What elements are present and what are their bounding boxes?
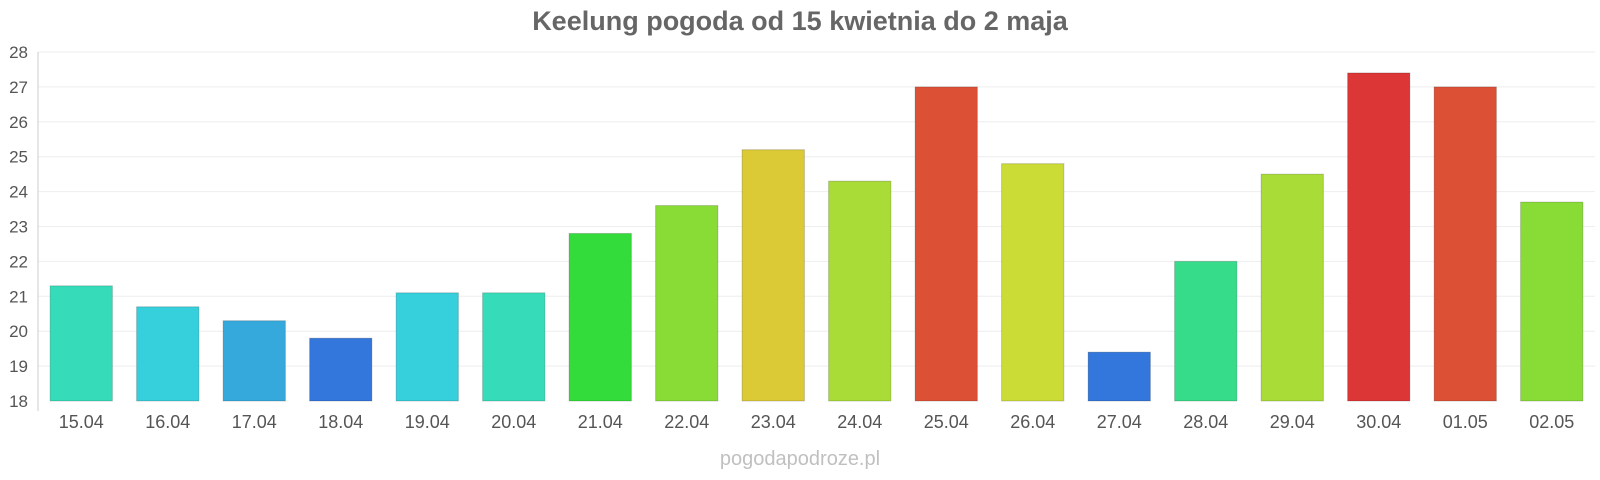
y-axis: 18 19 20 21 22 23 24 25 26 27 28 <box>9 43 39 411</box>
bar <box>1087 351 1151 402</box>
y-tick-label: 18 <box>9 392 28 411</box>
x-tick-label: 19.04 <box>405 412 450 432</box>
bar <box>49 285 113 402</box>
bar <box>655 205 719 402</box>
bar <box>1001 163 1065 402</box>
x-tick-label: 25.04 <box>924 412 969 432</box>
gridlines <box>38 51 1595 367</box>
y-tick-label: 23 <box>9 218 28 237</box>
y-tick-label: 19 <box>9 357 28 376</box>
y-tick-label: 24 <box>9 183 28 202</box>
x-tick-label: 23.04 <box>751 412 796 432</box>
x-tick-label: 24.04 <box>837 412 882 432</box>
x-tick-label: 02.05 <box>1529 412 1574 432</box>
x-tick-label: 28.04 <box>1183 412 1228 432</box>
y-tick-label: 26 <box>9 113 28 132</box>
x-tick-label: 01.05 <box>1443 412 1488 432</box>
bar <box>309 337 373 402</box>
y-tick-label: 25 <box>9 148 28 167</box>
bar <box>1260 173 1324 402</box>
x-tick-label: 20.04 <box>491 412 536 432</box>
bar <box>395 292 459 402</box>
y-tick-label: 22 <box>9 252 28 271</box>
bar <box>482 292 546 402</box>
y-tick-label: 21 <box>9 287 28 306</box>
bar <box>1520 201 1584 402</box>
y-tick-label: 27 <box>9 78 28 97</box>
x-tick-label: 22.04 <box>664 412 709 432</box>
bar <box>828 180 892 402</box>
x-tick-label: 21.04 <box>578 412 623 432</box>
bar <box>1433 86 1497 402</box>
x-tick-label: 15.04 <box>59 412 104 432</box>
bar <box>914 86 978 402</box>
watermark: pogodapodroze.pl <box>719 448 881 470</box>
y-tick-label: 28 <box>9 43 28 62</box>
bar <box>741 149 805 402</box>
bar <box>222 320 286 402</box>
x-tick-label: 30.04 <box>1356 412 1401 432</box>
y-tick-label: 20 <box>9 322 28 341</box>
x-tick-label: 16.04 <box>145 412 190 432</box>
x-tick-label: 27.04 <box>1097 412 1142 432</box>
x-axis: 15.04 16.04 17.04 18.04 19.04 20.04 21.04 22.04… <box>59 412 1575 432</box>
x-tick-label: 29.04 <box>1270 412 1315 432</box>
x-tick-label: 17.04 <box>232 412 277 432</box>
bars <box>49 72 1584 402</box>
bar <box>1347 72 1411 402</box>
bar <box>136 306 200 402</box>
bar <box>568 232 632 402</box>
bar-chart: 18 19 20 21 22 23 24 25 26 27 28 15.04 16.04 17.04 18… <box>9 43 1595 432</box>
x-tick-label: 26.04 <box>1010 412 1055 432</box>
x-tick-label: 18.04 <box>318 412 363 432</box>
bar <box>1174 260 1238 402</box>
chart-title: Keelung pogoda od 15 kwietnia do 2 maja <box>532 6 1068 36</box>
